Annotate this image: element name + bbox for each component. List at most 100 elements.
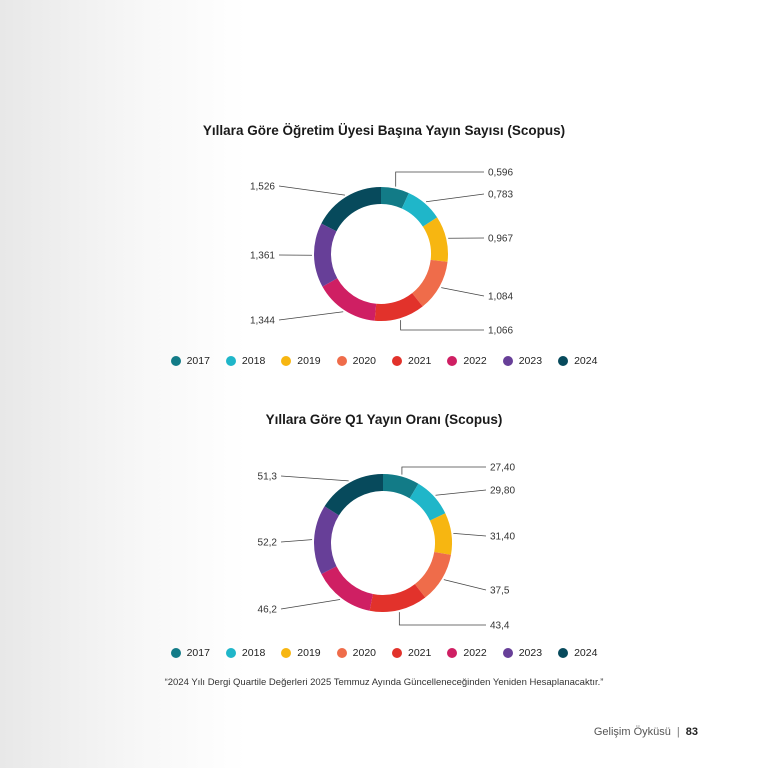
legend-item-2017: 2017 xyxy=(170,355,210,367)
data-label-2018: 29,80 xyxy=(490,486,515,497)
legend-label-2020: 2020 xyxy=(352,647,376,659)
data-label-2022: 46,2 xyxy=(258,605,278,616)
leader-line-2017 xyxy=(395,171,484,187)
legend-label-2020: 2020 xyxy=(352,355,376,367)
leader-line-2024 xyxy=(278,185,346,196)
legend-item-2020: 2020 xyxy=(336,647,376,659)
legend-swatch-2017 xyxy=(170,356,181,366)
legend-label-2018: 2018 xyxy=(241,355,266,367)
donut-slice-2023 xyxy=(314,223,338,287)
footnote: “2024 Yılı Dergi Quartile Değerleri 2025… xyxy=(164,677,604,688)
legend-swatch-2018 xyxy=(225,648,236,658)
legend-label-2017: 2017 xyxy=(186,647,210,659)
legend-swatch-2019 xyxy=(281,648,292,658)
data-label-2018: 0,783 xyxy=(488,190,513,201)
legend-swatch-2017 xyxy=(170,648,181,658)
leader-line-2022 xyxy=(280,599,341,610)
legend-swatch-2020 xyxy=(336,648,347,658)
chart-title-publications-per-faculty: Yıllara Göre Öğretim Üyesi Başına Yayın … xyxy=(202,123,566,138)
legend-item-2022: 2022 xyxy=(447,647,487,659)
data-label-2024: 1,526 xyxy=(250,182,275,193)
legend-item-2018: 2018 xyxy=(225,647,266,659)
legend-label-2021: 2021 xyxy=(408,647,432,659)
data-label-2019: 0,967 xyxy=(488,234,513,245)
leader-line-2021 xyxy=(400,320,484,331)
legend-item-2019: 2019 xyxy=(281,647,321,659)
donut-chart-publications-per-faculty: 0,596 0,783 0,967 1,084 1,066 1,344 1,361 1,526 xyxy=(250,168,513,337)
donut-slice-2022 xyxy=(321,566,373,611)
legend-item-2017: 2017 xyxy=(170,647,210,659)
legend-swatch-2024 xyxy=(558,648,569,658)
legend-label-2019: 2019 xyxy=(297,647,321,659)
legend-swatch-2020 xyxy=(336,356,347,366)
leader-line-2019 xyxy=(453,532,487,537)
legend-swatch-2021 xyxy=(392,356,402,366)
legend-label-2024: 2024 xyxy=(574,355,598,367)
legend-item-2023: 2023 xyxy=(502,355,543,367)
legend-swatch-2022 xyxy=(447,648,458,658)
data-label-2024: 51,3 xyxy=(258,472,278,483)
data-label-2017: 27,40 xyxy=(490,463,515,474)
donut-slice-2019 xyxy=(422,217,448,262)
data-label-2020: 37,5 xyxy=(490,586,510,597)
legend-item-2021: 2021 xyxy=(392,355,431,367)
leader-line-2024 xyxy=(280,475,349,482)
leader-line-2018 xyxy=(425,193,485,203)
data-label-2020: 1,084 xyxy=(488,292,513,303)
page-footer: Gelişim Öyküsü | 83 xyxy=(594,726,698,738)
donut-slice-2017 xyxy=(381,187,409,209)
leader-line-2020 xyxy=(441,287,485,297)
leader-line-2022 xyxy=(278,311,344,321)
data-label-2023: 52,2 xyxy=(258,538,278,549)
legend-q1-ratio: 2017 2018 2019 2020 2021 2022 2023 2024 xyxy=(0,647,768,659)
legend-swatch-2022 xyxy=(447,356,458,366)
data-label-2021: 1,066 xyxy=(488,326,513,337)
legend-item-2020: 2020 xyxy=(336,355,376,367)
data-label-2022: 1,344 xyxy=(250,316,275,327)
donut-slice-2018 xyxy=(401,193,438,227)
leader-line-2018 xyxy=(435,489,487,496)
donut-slice-2023 xyxy=(314,506,339,575)
footer-section-name: Gelişim Öyküsü xyxy=(593,726,671,738)
legend-item-2018: 2018 xyxy=(225,355,266,367)
donut-slice-2024 xyxy=(321,187,381,232)
legend-label-2023: 2023 xyxy=(518,355,543,367)
legend-item-2022: 2022 xyxy=(447,355,487,367)
donut-chart-q1-ratio: 27,40 29,80 31,40 37,5 43,4 46,2 52,2 51,3 xyxy=(258,463,516,632)
legend-item-2021: 2021 xyxy=(392,647,431,659)
donut-slice-2022 xyxy=(322,278,377,321)
legend-label-2017: 2017 xyxy=(186,355,210,367)
donut-slice-2020 xyxy=(412,259,448,307)
data-label-2023: 1,361 xyxy=(250,251,275,262)
legend-item-2024: 2024 xyxy=(558,355,597,367)
data-label-2017: 0,596 xyxy=(488,168,513,179)
legend-item-2024: 2024 xyxy=(558,647,597,659)
leader-line-2017 xyxy=(401,466,486,475)
chart-title-q1-ratio: Yıllara Göre Q1 Yayın Oranı (Scopus) xyxy=(265,412,503,427)
donut-slice-2019 xyxy=(429,513,453,555)
legend-item-2019: 2019 xyxy=(281,355,321,367)
legend-swatch-2023 xyxy=(502,648,513,658)
data-label-2021: 43,4 xyxy=(490,621,510,632)
page-number: 83 xyxy=(685,726,698,738)
legend-swatch-2024 xyxy=(558,356,569,366)
legend-publications-per-faculty: 2017 2018 2019 2020 2021 2022 2023 2024 xyxy=(0,355,768,367)
legend-label-2021: 2021 xyxy=(408,355,432,367)
leader-line-2023 xyxy=(280,539,313,543)
leader-line-2020 xyxy=(443,579,487,591)
donut-slice-2024 xyxy=(324,474,383,516)
footer-separator: | xyxy=(676,726,680,738)
legend-swatch-2023 xyxy=(502,356,513,366)
leader-line-2021 xyxy=(398,612,486,626)
legend-swatch-2018 xyxy=(225,356,236,366)
legend-label-2022: 2022 xyxy=(463,647,487,659)
donut-slice-2020 xyxy=(414,551,451,598)
donut-slice-2021 xyxy=(374,293,423,321)
donut-slice-2018 xyxy=(409,483,446,521)
legend-item-2023: 2023 xyxy=(502,647,542,659)
donut-slice-2021 xyxy=(369,584,426,612)
legend-label-2019: 2019 xyxy=(297,355,321,367)
data-label-2019: 31,40 xyxy=(490,532,515,543)
donut-slice-2017 xyxy=(383,474,419,499)
legend-label-2018: 2018 xyxy=(241,647,266,659)
